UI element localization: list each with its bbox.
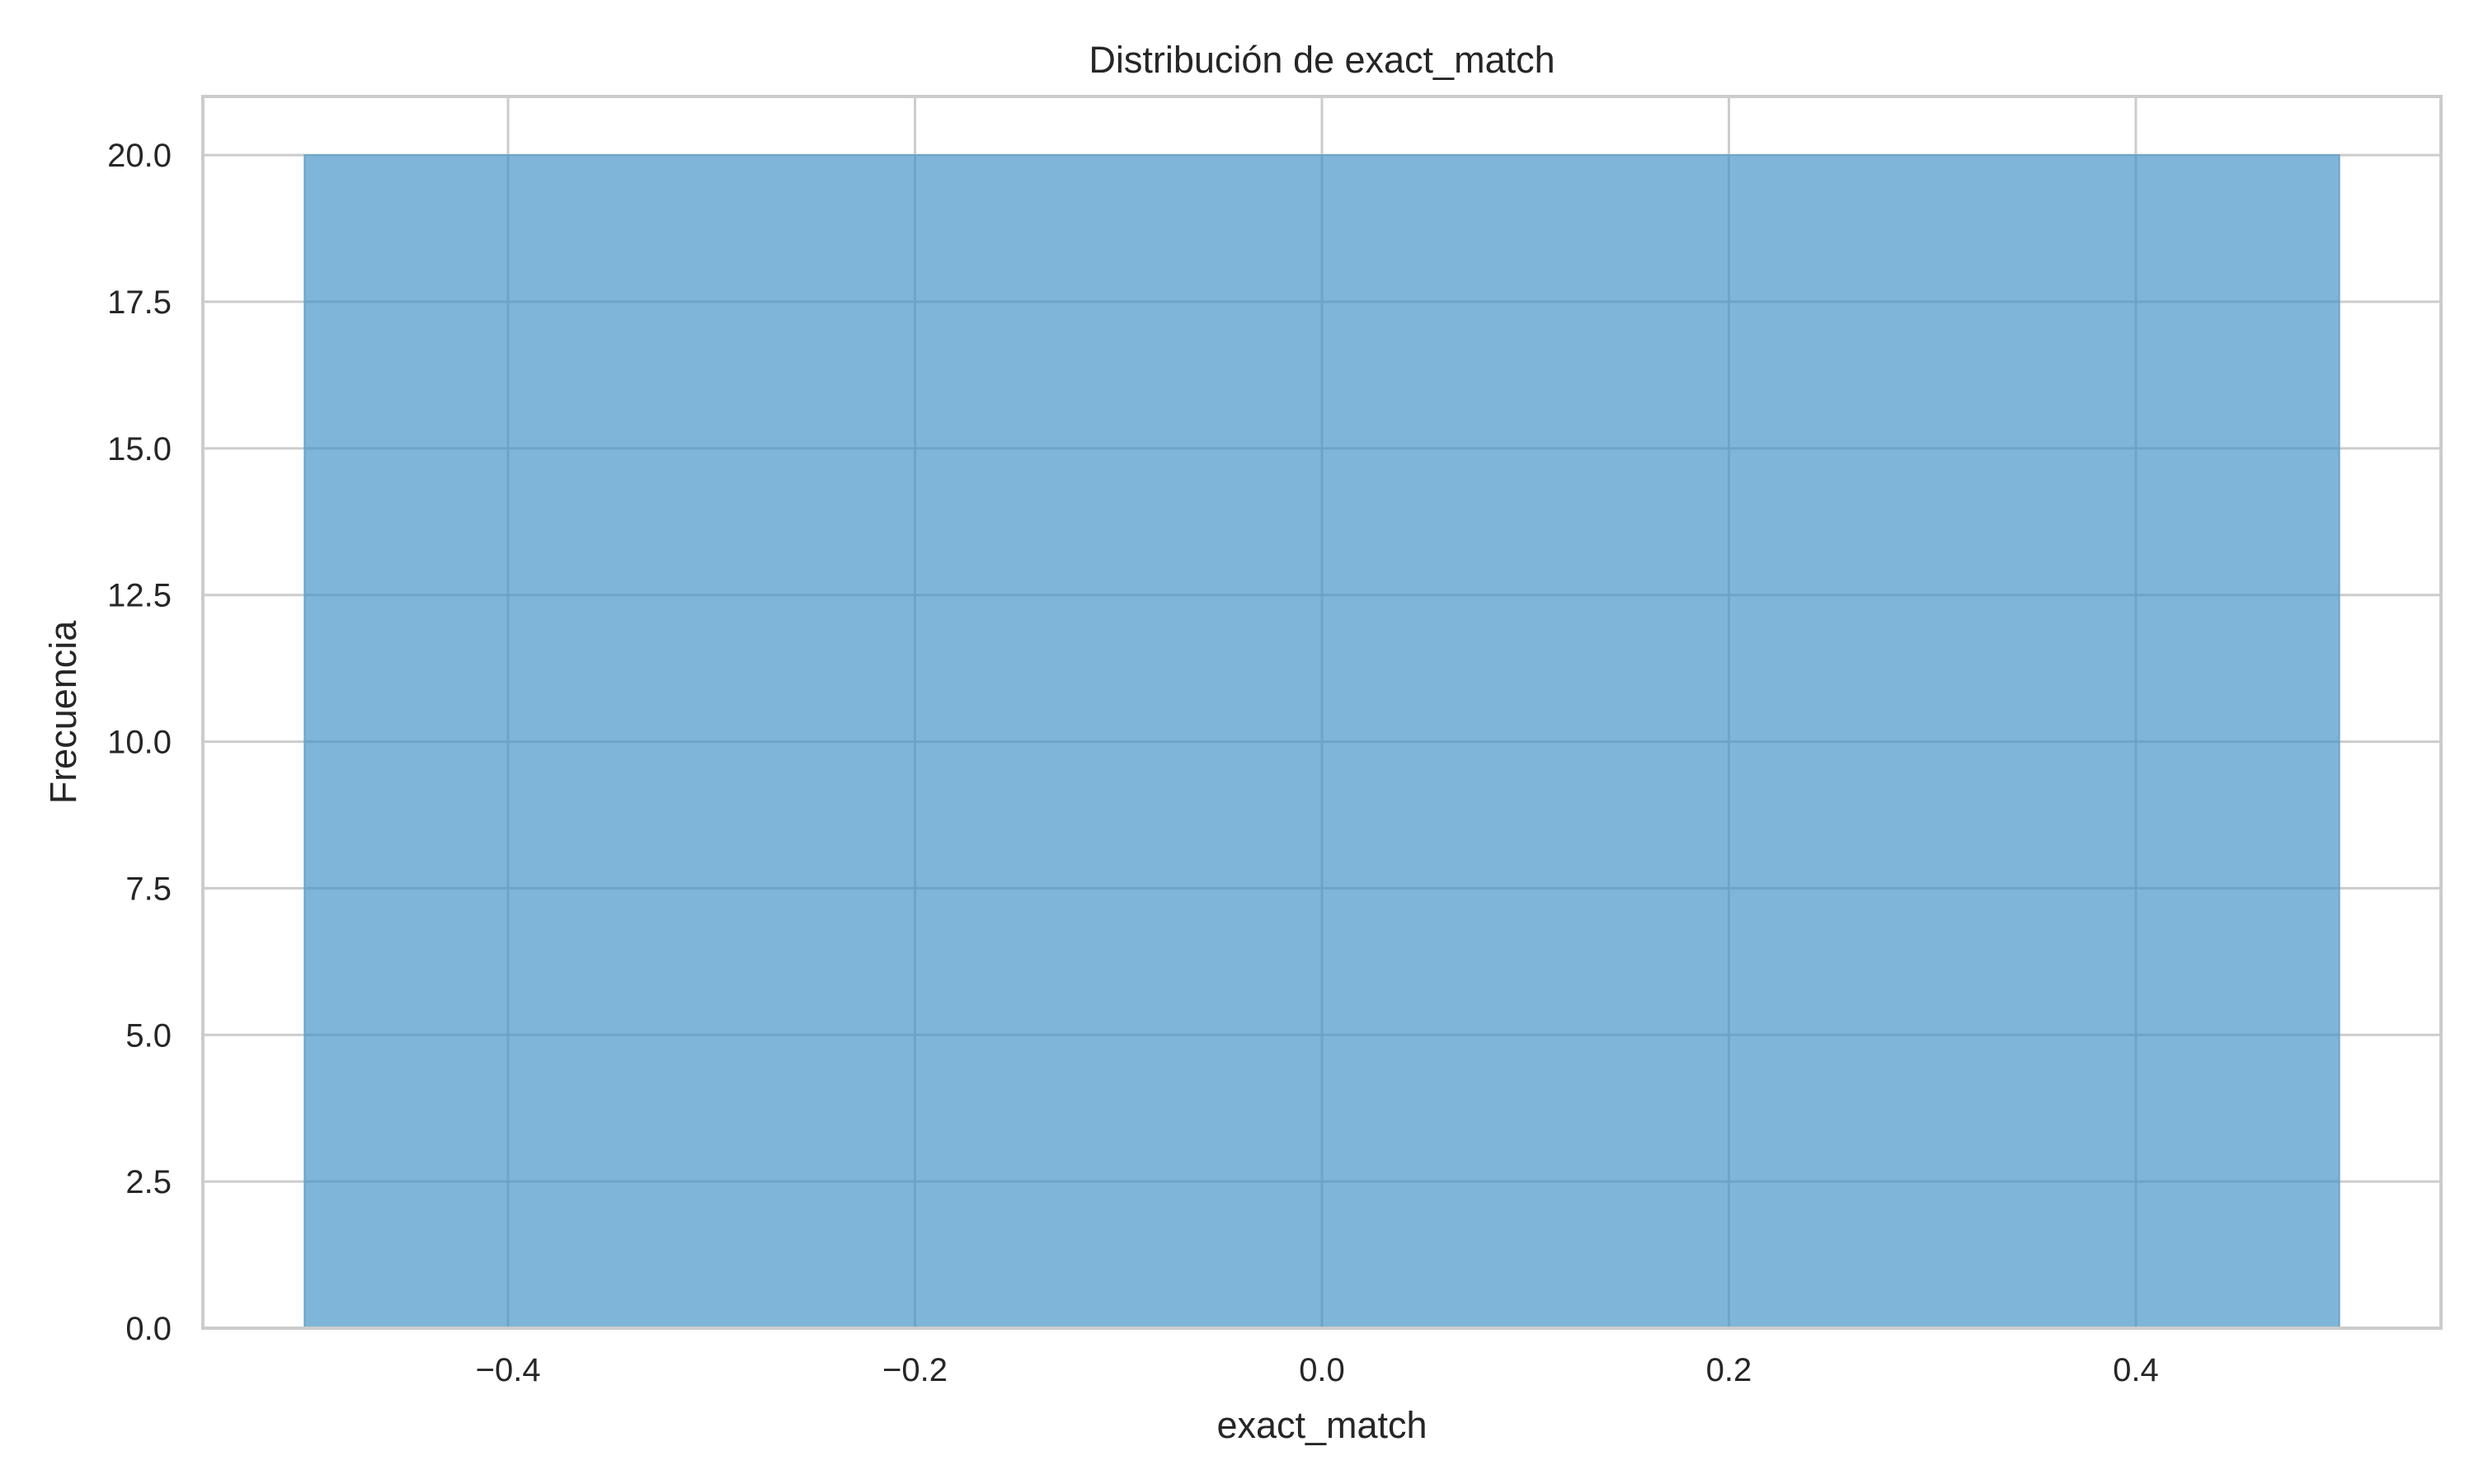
y-tick-label-6: 15.0 — [107, 431, 172, 467]
x-tick-label-2: 0.0 — [1299, 1352, 1345, 1388]
y-tick-label-8: 20.0 — [107, 138, 172, 174]
x-axis-ticks: −0.4 −0.2 0.0 0.2 0.4 — [476, 1352, 2159, 1388]
y-tick-label-3: 7.5 — [125, 871, 172, 907]
y-tick-label-0: 0.0 — [125, 1311, 172, 1347]
y-axis-label: Frecuencia — [42, 620, 84, 805]
y-tick-label-7: 17.5 — [107, 284, 172, 321]
y-tick-label-1: 2.5 — [125, 1164, 172, 1200]
y-tick-label-5: 12.5 — [107, 578, 172, 614]
x-axis-label: exact_match — [1216, 1404, 1427, 1446]
y-tick-label-4: 10.0 — [107, 725, 172, 761]
x-tick-label-3: 0.2 — [1706, 1352, 1752, 1388]
x-tick-label-4: 0.4 — [2113, 1352, 2159, 1388]
chart-title: Distribución de exact_match — [1089, 39, 1554, 81]
plot-frame — [201, 95, 2443, 1330]
grid-lines-overlay — [304, 155, 2340, 1328]
y-tick-label-2: 5.0 — [125, 1017, 172, 1054]
y-axis-ticks: 0.0 2.5 5.0 7.5 10.0 12.5 15.0 17.5 20.0 — [107, 138, 172, 1347]
x-tick-label-1: −0.2 — [882, 1352, 948, 1388]
x-tick-label-0: −0.4 — [476, 1352, 541, 1388]
